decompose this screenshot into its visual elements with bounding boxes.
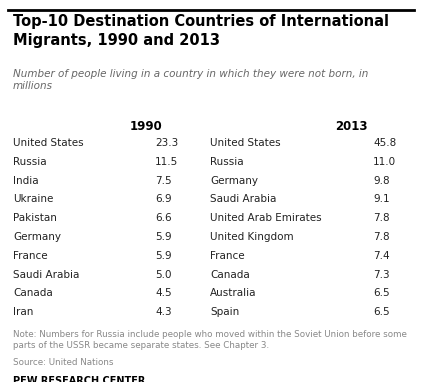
Text: France: France [13,251,48,261]
Text: 7.8: 7.8 [373,232,390,242]
Text: 7.8: 7.8 [373,213,390,223]
Text: India: India [13,176,39,186]
Text: Note: Numbers for Russia include people who moved within the Soviet Union before: Note: Numbers for Russia include people … [13,330,407,350]
Text: 6.5: 6.5 [373,307,390,317]
Text: 2013: 2013 [335,120,368,133]
Text: Pakistan: Pakistan [13,213,57,223]
Text: 9.8: 9.8 [373,176,390,186]
Text: Saudi Arabia: Saudi Arabia [210,194,276,204]
Text: 6.6: 6.6 [155,213,172,223]
Text: Number of people living in a country in which they were not born, in
millions: Number of people living in a country in … [13,69,368,91]
Text: Russia: Russia [13,157,46,167]
Text: Spain: Spain [210,307,239,317]
Text: 11.0: 11.0 [373,157,396,167]
Text: Saudi Arabia: Saudi Arabia [13,270,79,280]
Text: 7.5: 7.5 [155,176,172,186]
Text: Canada: Canada [210,270,250,280]
Text: 11.5: 11.5 [155,157,178,167]
Text: Australia: Australia [210,288,257,298]
Text: 6.5: 6.5 [373,288,390,298]
Text: 4.5: 4.5 [155,288,172,298]
Text: United Arab Emirates: United Arab Emirates [210,213,322,223]
Text: 4.3: 4.3 [155,307,172,317]
Text: 7.4: 7.4 [373,251,390,261]
Text: Top-10 Destination Countries of International
Migrants, 1990 and 2013: Top-10 Destination Countries of Internat… [13,14,389,48]
Text: 45.8: 45.8 [373,138,396,148]
Text: United States: United States [210,138,281,148]
Text: PEW RESEARCH CENTER: PEW RESEARCH CENTER [13,376,145,382]
Text: 6.9: 6.9 [155,194,172,204]
Text: 5.9: 5.9 [155,251,172,261]
Text: 23.3: 23.3 [155,138,178,148]
Text: Canada: Canada [13,288,53,298]
Text: Ukraine: Ukraine [13,194,53,204]
Text: Russia: Russia [210,157,243,167]
Text: United Kingdom: United Kingdom [210,232,294,242]
Text: 7.3: 7.3 [373,270,390,280]
Text: Source: United Nations: Source: United Nations [13,358,114,367]
Text: Germany: Germany [210,176,258,186]
Text: United States: United States [13,138,84,148]
Text: France: France [210,251,245,261]
Text: 9.1: 9.1 [373,194,390,204]
Text: 5.0: 5.0 [155,270,171,280]
Text: 5.9: 5.9 [155,232,172,242]
Text: 1990: 1990 [130,120,163,133]
Text: Iran: Iran [13,307,33,317]
Text: Germany: Germany [13,232,61,242]
